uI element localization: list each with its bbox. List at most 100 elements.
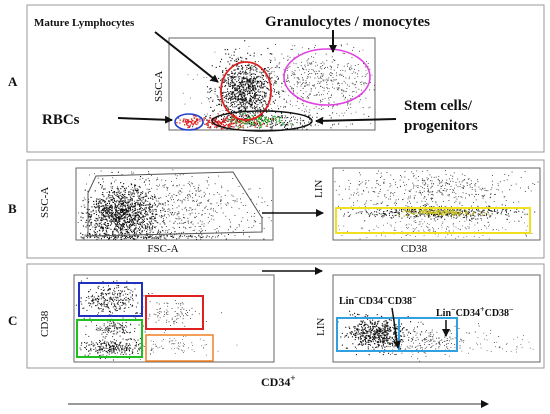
scatter-dot	[258, 196, 259, 198]
scatter-dot	[383, 181, 385, 183]
scatter-dot	[366, 83, 368, 84]
scatter-dot	[134, 206, 136, 208]
scatter-dot	[105, 211, 107, 213]
scatter-dot	[215, 118, 217, 121]
scatter-dot	[393, 179, 395, 180]
scatter-dot	[364, 203, 366, 205]
scatter-dot	[133, 206, 135, 208]
scatter-dot	[321, 94, 322, 96]
scatter-dot	[133, 195, 135, 197]
scatter-dot	[230, 77, 232, 79]
scatter-dot	[441, 216, 443, 218]
scatter-dot	[225, 117, 228, 119]
scatter-dot	[267, 205, 269, 206]
scatter-dot	[432, 197, 434, 199]
scatter-dot	[482, 197, 484, 199]
scatter-dot	[252, 121, 254, 124]
scatter-dot	[138, 211, 140, 213]
scatter-dot	[132, 223, 134, 225]
scatter-dot	[304, 64, 306, 66]
scatter-dot	[409, 235, 411, 236]
scatter-dot	[250, 66, 252, 68]
scatter-dot	[98, 182, 100, 184]
scatter-dot	[261, 77, 263, 79]
scatter-dot	[127, 227, 128, 229]
scatter-dot	[144, 226, 146, 228]
scatter-dot	[456, 209, 458, 211]
scatter-dot	[104, 224, 106, 226]
scatter-dot	[125, 187, 127, 189]
scatter-dot	[152, 223, 154, 224]
scatter-dot	[98, 237, 100, 239]
scatter-dot	[178, 237, 180, 239]
scatter-dot	[229, 75, 231, 77]
scatter-dot	[233, 54, 235, 56]
scatter-dot	[346, 110, 347, 111]
scatter-dot	[163, 208, 165, 210]
scatter-dot	[124, 233, 126, 235]
scatter-dot	[152, 204, 154, 206]
panel-b-left-x-axis-label: FSC-A	[147, 243, 178, 255]
scatter-dot	[234, 103, 236, 105]
scatter-dot	[102, 192, 104, 194]
scatter-dot	[301, 61, 303, 63]
scatter-dot	[228, 126, 230, 128]
scatter-dot	[431, 209, 433, 211]
scatter-dot	[89, 228, 91, 230]
scatter-dot	[244, 115, 246, 117]
scatter-dot	[109, 208, 111, 210]
scatter-dot	[298, 78, 300, 80]
panel-a-y-axis-label: SSC-A	[153, 71, 165, 102]
scatter-dot	[235, 112, 237, 114]
scatter-dot	[262, 216, 264, 218]
scatter-dot	[231, 77, 233, 79]
scatter-dot	[117, 223, 119, 225]
scatter-dot	[425, 183, 427, 185]
scatter-dot	[275, 124, 277, 126]
scatter-dot	[221, 233, 222, 235]
scatter-dot	[387, 189, 389, 191]
scatter-dot	[271, 126, 273, 128]
scatter-dot	[99, 225, 101, 227]
scatter-dot	[189, 194, 191, 196]
scatter-dot	[266, 77, 267, 79]
scatter-dot	[154, 204, 156, 206]
scatter-dot	[235, 99, 237, 101]
scatter-dot	[264, 119, 266, 120]
scatter-dot	[196, 203, 198, 205]
scatter-dot	[95, 201, 97, 203]
scatter-dot	[140, 211, 142, 213]
scatter-dot	[324, 79, 326, 81]
scatter-dot	[233, 114, 235, 116]
scatter-dot	[114, 237, 116, 239]
scatter-dot	[173, 201, 175, 203]
scatter-dot	[384, 214, 386, 216]
scatter-dot	[241, 84, 243, 86]
scatter-dot	[258, 91, 260, 93]
scatter-dot	[415, 191, 417, 193]
scatter-dot	[412, 230, 414, 232]
scatter-dot	[154, 216, 156, 218]
scatter-dot	[237, 120, 238, 121]
scatter-dot	[245, 58, 247, 60]
scatter-dot	[108, 234, 110, 236]
scatter-dot	[256, 94, 258, 96]
scatter-dot	[256, 106, 258, 108]
scatter-dot	[161, 226, 163, 228]
scatter-dot	[108, 209, 110, 211]
scatter-dot	[242, 101, 244, 103]
scatter-dot	[255, 83, 257, 85]
scatter-dot	[210, 215, 212, 216]
scatter-dot	[253, 84, 255, 86]
scatter-dot	[124, 235, 126, 237]
scatter-dot	[297, 77, 299, 78]
scatter-dot	[111, 216, 113, 218]
scatter-dot	[80, 216, 82, 218]
scatter-dot	[231, 117, 233, 119]
scatter-dot	[128, 214, 130, 216]
scatter-dot	[201, 202, 202, 204]
scatter-dot	[240, 90, 242, 92]
scatter-dot	[231, 194, 233, 196]
scatter-dot	[438, 189, 440, 191]
scatter-dot	[347, 99, 349, 101]
